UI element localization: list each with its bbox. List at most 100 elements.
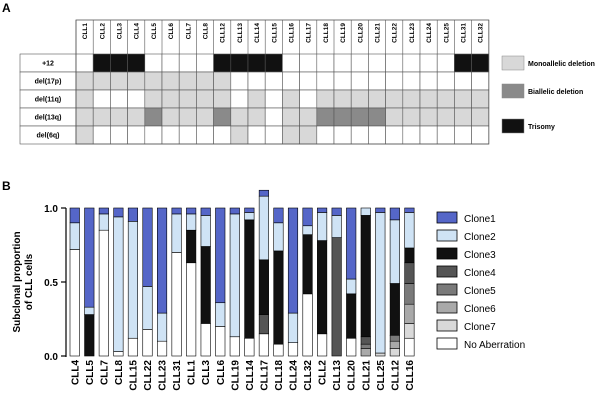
- bar-segment: [186, 213, 197, 231]
- bar-segment: [360, 215, 371, 338]
- bar-segment: [375, 212, 386, 354]
- bar-segment: [273, 343, 284, 357]
- column-label: CLL7: [185, 23, 192, 40]
- bar-segment: [389, 219, 400, 284]
- bar-segment: [360, 207, 371, 216]
- column-label: CLL6: [168, 23, 175, 40]
- legend-label: Clone6: [464, 304, 496, 315]
- panel-a-label: A: [2, 1, 11, 15]
- legend-swatch: [501, 83, 525, 99]
- bar-segment: [98, 207, 109, 215]
- x-tick-label: CLL13: [332, 360, 343, 391]
- bar-segment: [229, 207, 240, 215]
- x-tick-label: CLL25: [376, 360, 387, 391]
- column-label: CLL16: [289, 23, 296, 43]
- bar-segment: [113, 216, 124, 352]
- bar-segment: [200, 246, 211, 324]
- legend-label: Clone5: [464, 286, 496, 297]
- bar-segment: [360, 343, 371, 349]
- column-label: CLL13: [237, 23, 244, 43]
- x-tick-label: CLL20: [347, 360, 358, 391]
- x-tick-label: CLL6: [216, 360, 227, 385]
- x-tick-label: CLL5: [85, 360, 96, 385]
- bar-segment: [404, 323, 415, 339]
- column-label: CLL20: [357, 23, 364, 43]
- bar-segment: [186, 229, 197, 264]
- column-label: CLL2: [99, 23, 106, 40]
- bar-segment: [258, 314, 269, 335]
- bar-segment: [273, 250, 284, 345]
- x-tick-label: CLL8: [114, 360, 125, 385]
- column-label: CLL25: [443, 23, 450, 43]
- x-tick-label: CLL14: [245, 360, 256, 391]
- legend-swatch: [436, 319, 458, 332]
- bar-segment: [389, 207, 400, 221]
- bar-segment: [375, 352, 386, 357]
- bar-segment: [142, 329, 153, 357]
- legend-label: Monoallelic deletion: [528, 61, 595, 68]
- column-label: CLL4: [134, 23, 141, 40]
- bar-segment: [360, 348, 371, 357]
- bar-segment: [375, 207, 386, 213]
- bar-segment: [287, 342, 299, 357]
- bar-segment: [215, 302, 226, 327]
- bar-segment: [244, 219, 255, 339]
- bar-segment: [331, 237, 342, 357]
- bar-segment: [389, 283, 400, 336]
- row-label: del(17p): [35, 79, 62, 86]
- bar-segment: [258, 333, 269, 357]
- bar-segment: [302, 293, 313, 357]
- y-tick-label: 1.0: [44, 204, 58, 215]
- bar-segment: [229, 213, 240, 338]
- bar-segment: [200, 207, 211, 216]
- panel-a-heatmap: A CLL1 CLL2 CLL3 CLL4 CLL5 CLL6 CLL7 CLL8 CLL12 C…: [2, 1, 595, 145]
- bar-segment: [331, 207, 342, 216]
- bar-segment: [317, 207, 328, 213]
- chart-legend: Clone1 Clone2 Clone3 Clone4 Clone5 Clone6 Clon…: [436, 211, 525, 351]
- bar-segment: [404, 207, 415, 213]
- bar-segment: [346, 278, 357, 295]
- legend-label: No Aberration: [464, 340, 525, 351]
- heatmap-legend: Monoallelic deletion Biallelic deletion Tr…: [501, 55, 595, 134]
- column-label: CLL15: [271, 23, 278, 43]
- legend-label: Clone1: [464, 214, 496, 225]
- bar-segment: [302, 207, 313, 227]
- column-label: CLL23: [409, 23, 416, 43]
- bar-segment: [171, 207, 182, 215]
- legend-swatch: [501, 118, 525, 134]
- bar-segment: [142, 207, 153, 287]
- legend-label: Clone4: [464, 268, 496, 279]
- y-tick-label: 0.5: [44, 278, 58, 289]
- x-tick-label: CLL12: [390, 360, 401, 391]
- bar-segment: [157, 340, 168, 357]
- bar-segment: [113, 351, 124, 357]
- bar-segment: [258, 259, 269, 315]
- bar-segment: [287, 207, 299, 314]
- legend-swatch: [436, 265, 458, 278]
- legend-label: Clone2: [464, 232, 496, 243]
- x-tick-label: CLL4: [70, 360, 81, 385]
- legend-swatch: [436, 247, 458, 260]
- legend-label: Trisomy: [528, 124, 555, 131]
- bar-segment: [404, 303, 415, 324]
- bar-segment: [346, 337, 357, 357]
- bar-segment: [229, 336, 240, 357]
- bar-segment: [98, 229, 109, 357]
- column-label: CLL3: [117, 23, 124, 40]
- bar-segment: [98, 213, 109, 231]
- legend-label: Biallelic deletion: [528, 89, 583, 96]
- column-label: CLL32: [478, 23, 485, 43]
- column-label: CLL22: [392, 23, 399, 43]
- column-label: CLL21: [375, 23, 382, 43]
- bar-segment: [127, 337, 138, 357]
- bar-segment: [142, 286, 153, 330]
- column-label: CLL8: [203, 23, 210, 40]
- grid-border: [75, 19, 490, 145]
- x-tick-label: CLL7: [99, 360, 110, 385]
- column-label: CLL1: [82, 23, 89, 40]
- bar-segment: [389, 348, 400, 357]
- bar-segment: [360, 336, 371, 345]
- x-tick-label: CLL2: [318, 360, 329, 385]
- bar-segment: [186, 262, 197, 357]
